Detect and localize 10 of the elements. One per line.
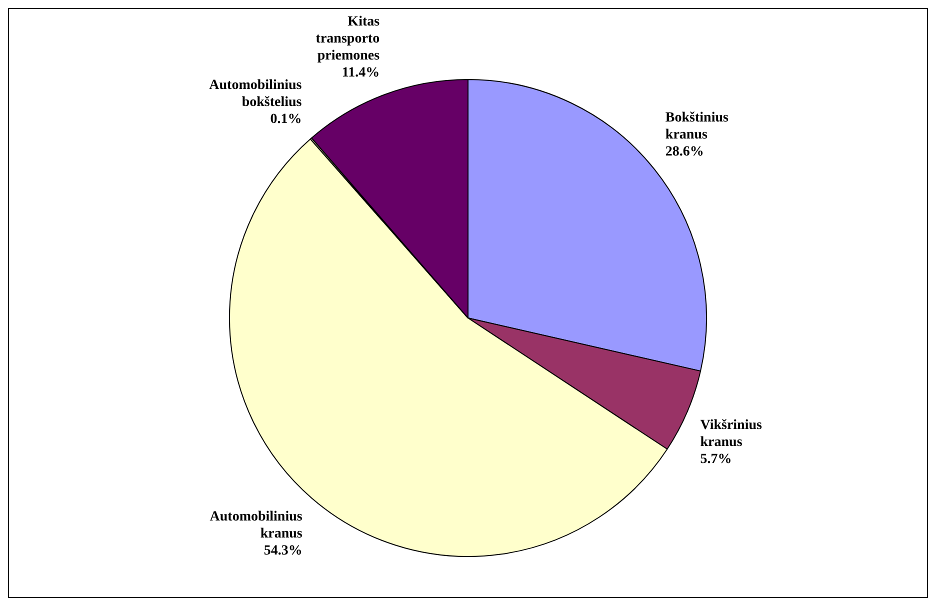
- data-label: 5.7%: [700, 452, 732, 468]
- slice-label: Vikšrinius kranus: [700, 418, 763, 450]
- slice-label: Automobilinius bokštelius: [209, 78, 302, 110]
- data-label: 54.3%: [264, 544, 302, 559]
- data-label: 11.4%: [342, 66, 380, 81]
- data-label: 0.1%: [270, 112, 302, 128]
- data-label: 28.6%: [665, 144, 704, 160]
- slice-label: Bokštinius kranus: [665, 110, 729, 143]
- slice-label: Automobilinius kranus: [210, 510, 303, 542]
- slice-label: Kitas transporto priemones: [316, 14, 380, 64]
